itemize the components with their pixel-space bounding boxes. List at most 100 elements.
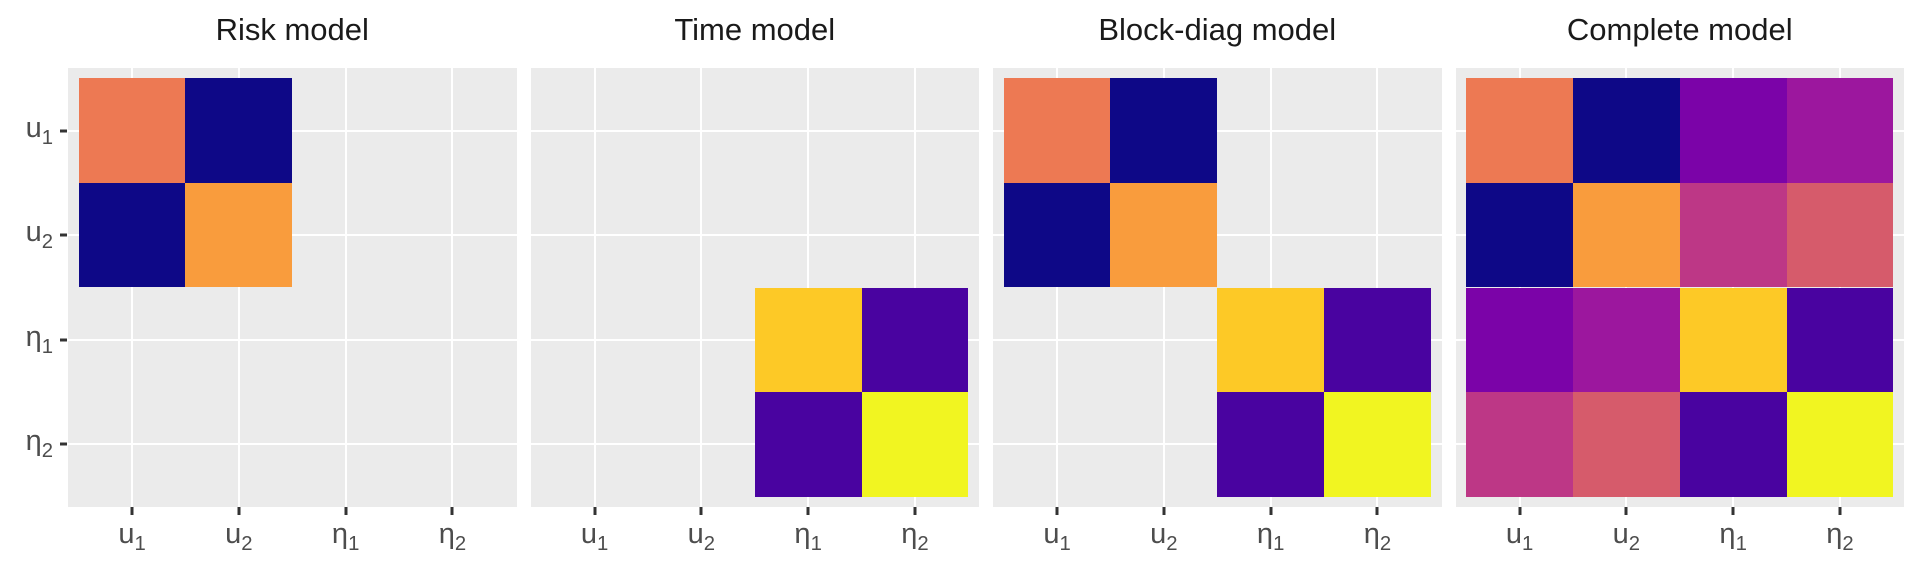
axis-label-subscript: 2 (917, 532, 929, 555)
axis-label-base: η (25, 320, 42, 353)
x-axis-time-model: u1 u2 η1 η2 (531, 507, 980, 576)
axis-label-subscript: 2 (454, 532, 467, 555)
x-tick-u2 (699, 507, 703, 515)
axis-label-base: u (25, 111, 42, 144)
x-axis-label-u2: u2 (225, 518, 252, 556)
axis-label-base: u (1043, 518, 1060, 550)
y-tick-u1 (60, 129, 67, 133)
heatmap-plot-time-model (530, 68, 979, 507)
x-tick-u1 (1055, 507, 1059, 515)
y-tick-eta2 (60, 442, 67, 446)
heatmap-plot-complete-model (1455, 68, 1904, 507)
cell-eta2-eta2 (1324, 392, 1431, 497)
v-gridline (700, 68, 703, 507)
y-tick-u2 (60, 233, 67, 237)
cell-eta2-eta1 (754, 392, 862, 497)
cell-eta2-u2 (1572, 392, 1680, 497)
axis-label-subscript: 2 (241, 532, 253, 555)
x-axis-label-eta2: η2 (1364, 518, 1391, 556)
axis-label-subscript: 1 (810, 532, 822, 555)
h-gridline (530, 234, 979, 237)
axis-label-subscript: 2 (41, 231, 53, 254)
v-gridline (1162, 68, 1165, 507)
cell-eta1-u1 (1466, 287, 1573, 393)
axis-label-subscript: 1 (1735, 532, 1747, 555)
cell-u1-u1 (78, 78, 186, 183)
cell-u2-eta2 (1786, 182, 1894, 288)
axis-label-base: u (1505, 518, 1522, 550)
y-axis-label-eta1: η1 (26, 321, 53, 359)
h-gridline (993, 234, 1442, 237)
cell-eta1-eta2 (861, 287, 969, 393)
h-gridline (68, 338, 517, 341)
x-axis-risk-model: u1 u2 η1 η2 (68, 507, 517, 576)
axis-label-base: η (1826, 518, 1843, 550)
cell-u1-eta1 (1679, 78, 1787, 183)
panel-complete-model: Complete model u1 u2 η1 η2 (1455, 0, 1905, 576)
axis-label-base: η (794, 518, 811, 550)
x-tick-u2 (1624, 507, 1628, 515)
axis-label-subscript: 1 (1273, 532, 1285, 555)
cell-u2-u1 (78, 182, 186, 288)
axis-label-subscript: 2 (1842, 532, 1854, 555)
axis-label-subscript: 1 (1521, 532, 1534, 555)
axis-label-subscript: 1 (41, 126, 53, 149)
cell-u2-u2 (1572, 182, 1680, 288)
axis-label-subscript: 2 (1166, 532, 1178, 555)
x-tick-u1 (130, 507, 134, 515)
axis-label-base: u (1150, 518, 1167, 550)
panel-risk-model: Risk model u1 u2 η1 η2 (68, 0, 517, 576)
panel-time-model: Time model u1 u2 η1 η2 (530, 0, 980, 576)
panel-title-risk-model: Risk model (215, 12, 369, 47)
x-tick-eta2 (1838, 507, 1842, 515)
axis-label-base: η (1363, 518, 1380, 550)
panel-title-time-model: Time model (674, 12, 836, 47)
x-tick-eta2 (913, 507, 917, 515)
x-axis-label-u2: u2 (1150, 518, 1177, 556)
x-tick-u2 (1162, 507, 1166, 515)
y-axis-label-u2: u2 (26, 216, 53, 254)
axis-label-base: η (438, 518, 455, 550)
axis-label-subscript: 1 (134, 532, 146, 555)
axis-label-base: u (580, 518, 597, 550)
axis-label-base: η (331, 518, 349, 550)
axis-label-subscript: 1 (41, 335, 53, 358)
h-gridline (530, 129, 979, 132)
cell-eta2-eta1 (1217, 392, 1325, 497)
cell-u1-u2 (1110, 78, 1218, 183)
axis-label-subscript: 1 (596, 532, 609, 555)
cell-eta2-eta1 (1679, 392, 1787, 497)
y-axis-label-u1: u1 (26, 112, 53, 150)
cell-u2-eta1 (1679, 182, 1787, 288)
axis-label-base: η (1719, 518, 1736, 550)
x-axis-label-eta2: η2 (901, 518, 928, 556)
h-gridline (68, 129, 517, 132)
cell-u2-u2 (1110, 182, 1218, 288)
cell-eta1-eta1 (1217, 287, 1325, 393)
axis-label-base: u (1612, 518, 1629, 550)
axis-label-subscript: 2 (1628, 532, 1641, 555)
cell-u2-u1 (1003, 182, 1111, 288)
x-axis-label-u1: u1 (581, 518, 608, 556)
axis-label-subscript: 2 (703, 532, 716, 555)
v-gridline (593, 68, 596, 507)
y-axis-label-eta2: η2 (26, 425, 53, 463)
x-axis-label-eta2: η2 (1826, 518, 1853, 556)
x-axis-complete-model: u1 u2 η1 η2 (1456, 507, 1905, 576)
axis-label-subscript: 1 (1059, 532, 1071, 555)
axis-label-subscript: 2 (41, 440, 53, 463)
panel-block-diag-model: Block-diag model u1 u2 η1 η2 (993, 0, 1442, 576)
x-axis-label-u1: u1 (1043, 518, 1070, 556)
heatmap-plot-risk-model (68, 68, 517, 507)
cell-eta1-eta2 (1324, 287, 1431, 393)
cell-eta1-eta2 (1786, 287, 1894, 393)
cell-u1-u2 (185, 78, 293, 183)
x-tick-eta1 (344, 507, 348, 515)
axis-label-base: η (901, 518, 918, 550)
v-gridline (1056, 68, 1059, 507)
cell-u1-u1 (1466, 78, 1573, 183)
axis-label-base: u (687, 518, 704, 550)
cell-eta2-u1 (1466, 392, 1573, 497)
x-tick-u2 (237, 507, 241, 515)
